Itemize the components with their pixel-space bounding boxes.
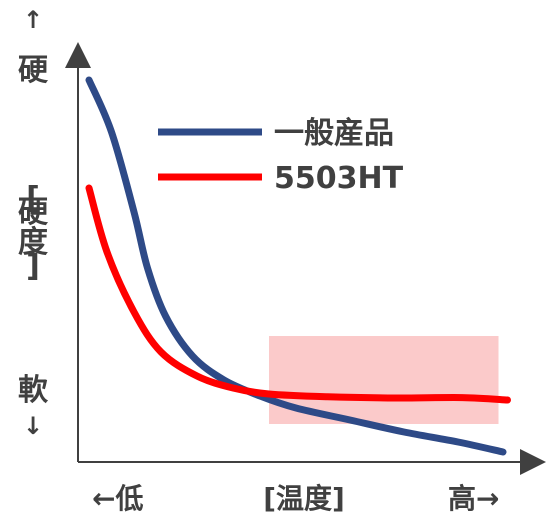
legend-label-general: 一般産品 <box>274 116 394 151</box>
x-axis-arrowhead <box>520 449 546 475</box>
y-axis-label-char-2: 度 <box>18 225 48 260</box>
series-line-5503ht <box>85 184 511 404</box>
x-high-label: 高→ <box>448 482 499 515</box>
y-axis-arrowhead <box>65 42 91 68</box>
legend-label-5503ht: 5503HT <box>274 161 404 196</box>
y-bottom-label: 軟 <box>18 373 49 408</box>
y-axis-label-bracket-close: ] <box>26 249 40 284</box>
y-top-label: 硬 <box>18 53 49 88</box>
series-line-general <box>85 76 507 456</box>
y-axis-label-char-1: 硬 <box>18 195 49 230</box>
y-top-arrow: ↑ <box>23 6 43 34</box>
y-axis-label-bracket-open: [ <box>26 181 40 216</box>
x-low-label: ←低 <box>92 482 143 515</box>
x-axis-label: [温度] <box>263 482 345 515</box>
y-bottom-arrow: ↓ <box>23 412 43 440</box>
